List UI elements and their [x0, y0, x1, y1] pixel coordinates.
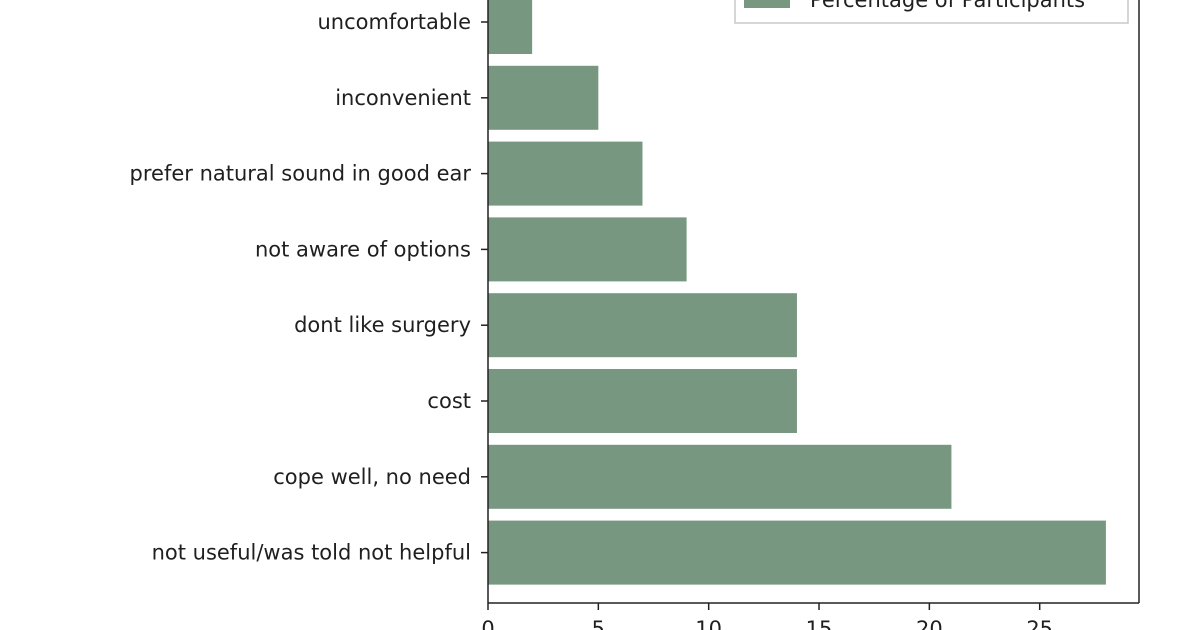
bar: [488, 141, 643, 206]
bar: [488, 217, 687, 282]
bar: [488, 520, 1106, 585]
plot-area: uncomfortable inconvenient prefer natural …: [130, 0, 1140, 630]
bar: [488, 369, 797, 433]
y-tick-label: not aware of options: [255, 237, 471, 261]
x-tick-label: 5: [592, 617, 605, 630]
y-tick-label: inconvenient: [335, 86, 471, 110]
x-tick-label: 20: [916, 617, 943, 630]
x-tick-label: 25: [1026, 617, 1053, 630]
y-tick-label: cost: [427, 389, 471, 413]
y-tick-label: uncomfortable: [317, 10, 471, 34]
legend: Percentage of Participants: [734, 0, 1129, 24]
y-tick-label: dont like surgery: [294, 313, 471, 337]
bar: [488, 444, 952, 509]
legend-label: Percentage of Participants: [810, 0, 1085, 12]
x-tick-label: 15: [806, 617, 833, 630]
bar: [488, 65, 599, 130]
bar: [488, 0, 533, 54]
y-tick-label: not useful/was told not helpful: [152, 541, 471, 565]
x-tick-label: 10: [695, 617, 722, 630]
x-tick-label: 0: [481, 617, 494, 630]
legend-swatch: [744, 0, 790, 8]
y-tick-label: prefer natural sound in good ear: [130, 162, 472, 186]
legend-box: [734, 0, 1129, 24]
y-tick-label: cope well, no need: [273, 465, 471, 489]
bar: [488, 293, 797, 358]
